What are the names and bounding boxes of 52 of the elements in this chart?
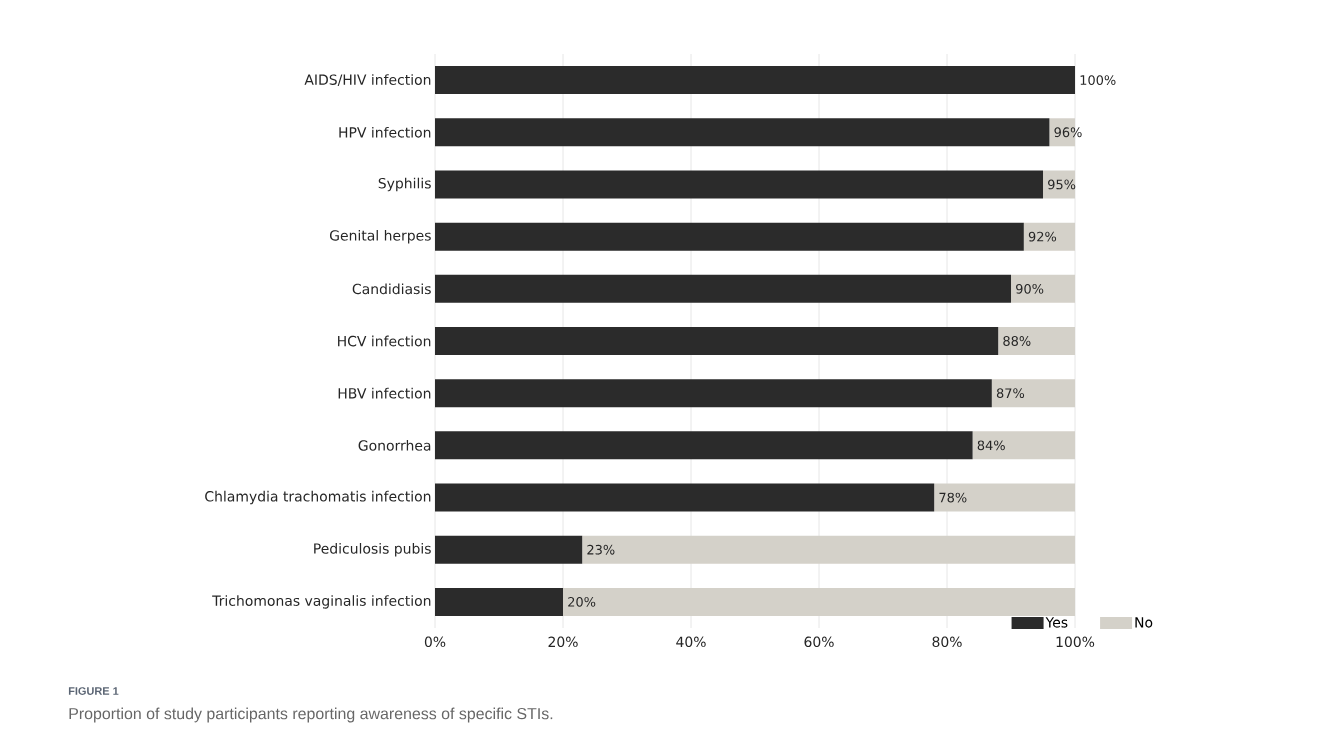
bar bbox=[972, 431, 1076, 460]
y-tick-label: HPV infection bbox=[339, 126, 431, 138]
bar bbox=[934, 483, 1076, 512]
bar bbox=[435, 274, 1012, 303]
bar bbox=[998, 327, 1076, 355]
data-label: 90% bbox=[1016, 283, 1044, 294]
x-tick-label: 100% bbox=[1056, 636, 1095, 648]
bar bbox=[435, 379, 992, 408]
y-tick-label: Chlamydia trachomatis infection bbox=[205, 490, 431, 505]
y-tick-label: Pediculosis pubis bbox=[314, 542, 431, 557]
y-tick-label: Gonorrhea bbox=[358, 439, 431, 451]
text: Proportion of study participants reporting awareness of specific STIs. bbox=[69, 707, 553, 723]
y-tick-label: HBV infection bbox=[338, 387, 431, 399]
data-label: 95% bbox=[1048, 179, 1076, 190]
y-tick-label: Candidiasis bbox=[352, 283, 431, 295]
bar bbox=[435, 66, 1076, 95]
x-tick-label: 0% bbox=[424, 636, 446, 648]
x-tick-label: 40% bbox=[676, 636, 706, 648]
data-label: 88% bbox=[1003, 336, 1031, 346]
data-label: 87% bbox=[996, 388, 1025, 399]
bar bbox=[435, 118, 1050, 147]
bar bbox=[582, 535, 1076, 564]
bar bbox=[435, 483, 935, 512]
x-tick-label: 20% bbox=[548, 636, 578, 648]
x-tick-label: 60% bbox=[804, 636, 834, 648]
data-label: 78% bbox=[939, 492, 967, 503]
bar bbox=[435, 535, 583, 564]
bar bbox=[1043, 170, 1076, 199]
y-tick-label: Syphilis bbox=[378, 177, 431, 192]
caption: FIGURE 1 bbox=[68, 687, 119, 695]
data-label: 96% bbox=[1054, 127, 1082, 138]
legend-label: Yes bbox=[1045, 617, 1068, 628]
bar bbox=[435, 222, 1024, 251]
data-label: 100% bbox=[1080, 75, 1116, 85]
data-label: 20% bbox=[568, 597, 596, 607]
bar bbox=[563, 587, 1076, 616]
bar bbox=[435, 327, 999, 355]
bar bbox=[991, 379, 1076, 408]
bar bbox=[435, 587, 563, 616]
bar bbox=[435, 170, 1044, 199]
legend-label: No bbox=[1135, 617, 1153, 628]
y-tick-label: Genital herpes bbox=[329, 229, 431, 244]
data-label: 84% bbox=[977, 440, 1005, 451]
bar bbox=[1011, 274, 1076, 303]
bar bbox=[1023, 222, 1076, 251]
data-label: 92% bbox=[1028, 231, 1057, 242]
data-label: 23% bbox=[587, 544, 615, 555]
y-tick-label: Trichomonas vaginalis infection bbox=[212, 595, 431, 609]
y-tick-label: AIDS/HIV infection bbox=[304, 74, 431, 87]
x-tick-label: 80% bbox=[932, 636, 962, 648]
bar bbox=[435, 431, 973, 460]
y-tick-label: HCV infection bbox=[338, 335, 431, 347]
